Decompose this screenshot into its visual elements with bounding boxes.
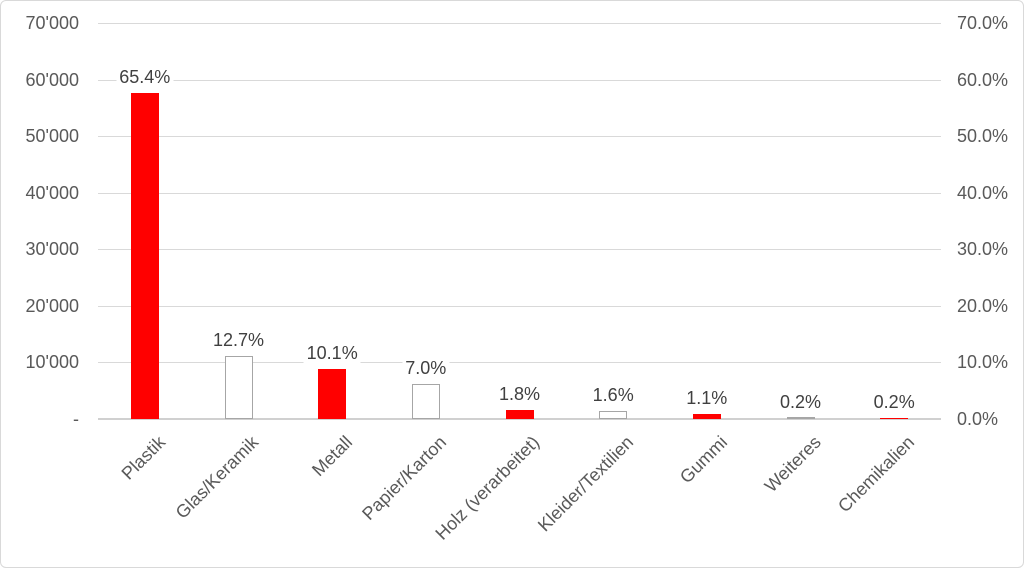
left-axis-tick: 30'000 [25,239,80,260]
category-label: Plastik [117,432,169,484]
right-axis-tick: 20.0% [957,295,1009,316]
category-label: Weiteres [760,432,825,497]
category-label: Gummi [675,432,731,488]
x-axis-line [98,418,941,420]
bar-value-label: 0.2% [776,392,825,413]
left-axis-tick: 20'000 [25,295,80,316]
right-axis-tick: 10.0% [957,352,1009,373]
bar-value-label: 1.1% [683,387,731,409]
left-axis-tick: - [73,409,79,429]
bar-value-label: 0.2% [870,392,918,413]
bar-value-label: 65.4% [116,67,174,89]
right-axis-tick: 70.0% [957,13,1009,33]
plot-area: 65.4% 12.7% 10.1% 7.0% 1.8% 1.6% 1.1% 0.2% 0.2% [98,23,941,420]
category-label: Glas/Keramik [172,432,263,523]
bar-metall [318,368,347,419]
category-label: Chemikalien [834,432,919,517]
category-label: Metall [308,432,357,481]
gridline [98,192,941,194]
left-axis-tick: 50'000 [25,126,80,147]
bar-value-label: 1.6% [589,385,637,406]
left-axis-tick: 40'000 [25,182,80,203]
right-axis-tick: 60.0% [957,69,1009,90]
bar-weiteres [786,417,815,419]
right-axis-tick: 0.0% [957,409,999,429]
left-axis-tick: 60'000 [25,69,80,90]
bar-glas-keramik [224,355,253,419]
left-axis-tick: 10'000 [25,352,80,373]
bar-kleider-textilien [599,411,628,419]
bar-papier-karton [411,384,440,419]
bar-plastik [130,93,159,419]
right-axis-tick: 50.0% [957,126,1009,147]
bar-value-label: 12.7% [209,329,268,351]
bar-value-label: 10.1% [303,342,361,364]
category-label: Kleider/Textilien [534,432,638,536]
category-label: Holz (verarbeitet) [431,432,544,544]
bar-gummi [692,413,721,419]
right-axis-tick: 40.0% [957,182,1009,203]
gridline [98,23,941,24]
bar-holz-verarbeitet- [505,410,534,419]
right-axis-tick: 30.0% [957,239,1009,260]
gridline [98,249,941,251]
gridline [98,362,941,364]
bar-chemikalien [880,418,909,419]
gridline [98,305,941,307]
bar-value-label: 1.8% [495,384,544,406]
left-axis-tick: 70'000 [25,13,80,33]
gridline [98,79,941,81]
category-label: Papier/Karton [357,432,450,524]
bar-value-label: 7.0% [402,358,450,380]
gridline [98,136,941,138]
